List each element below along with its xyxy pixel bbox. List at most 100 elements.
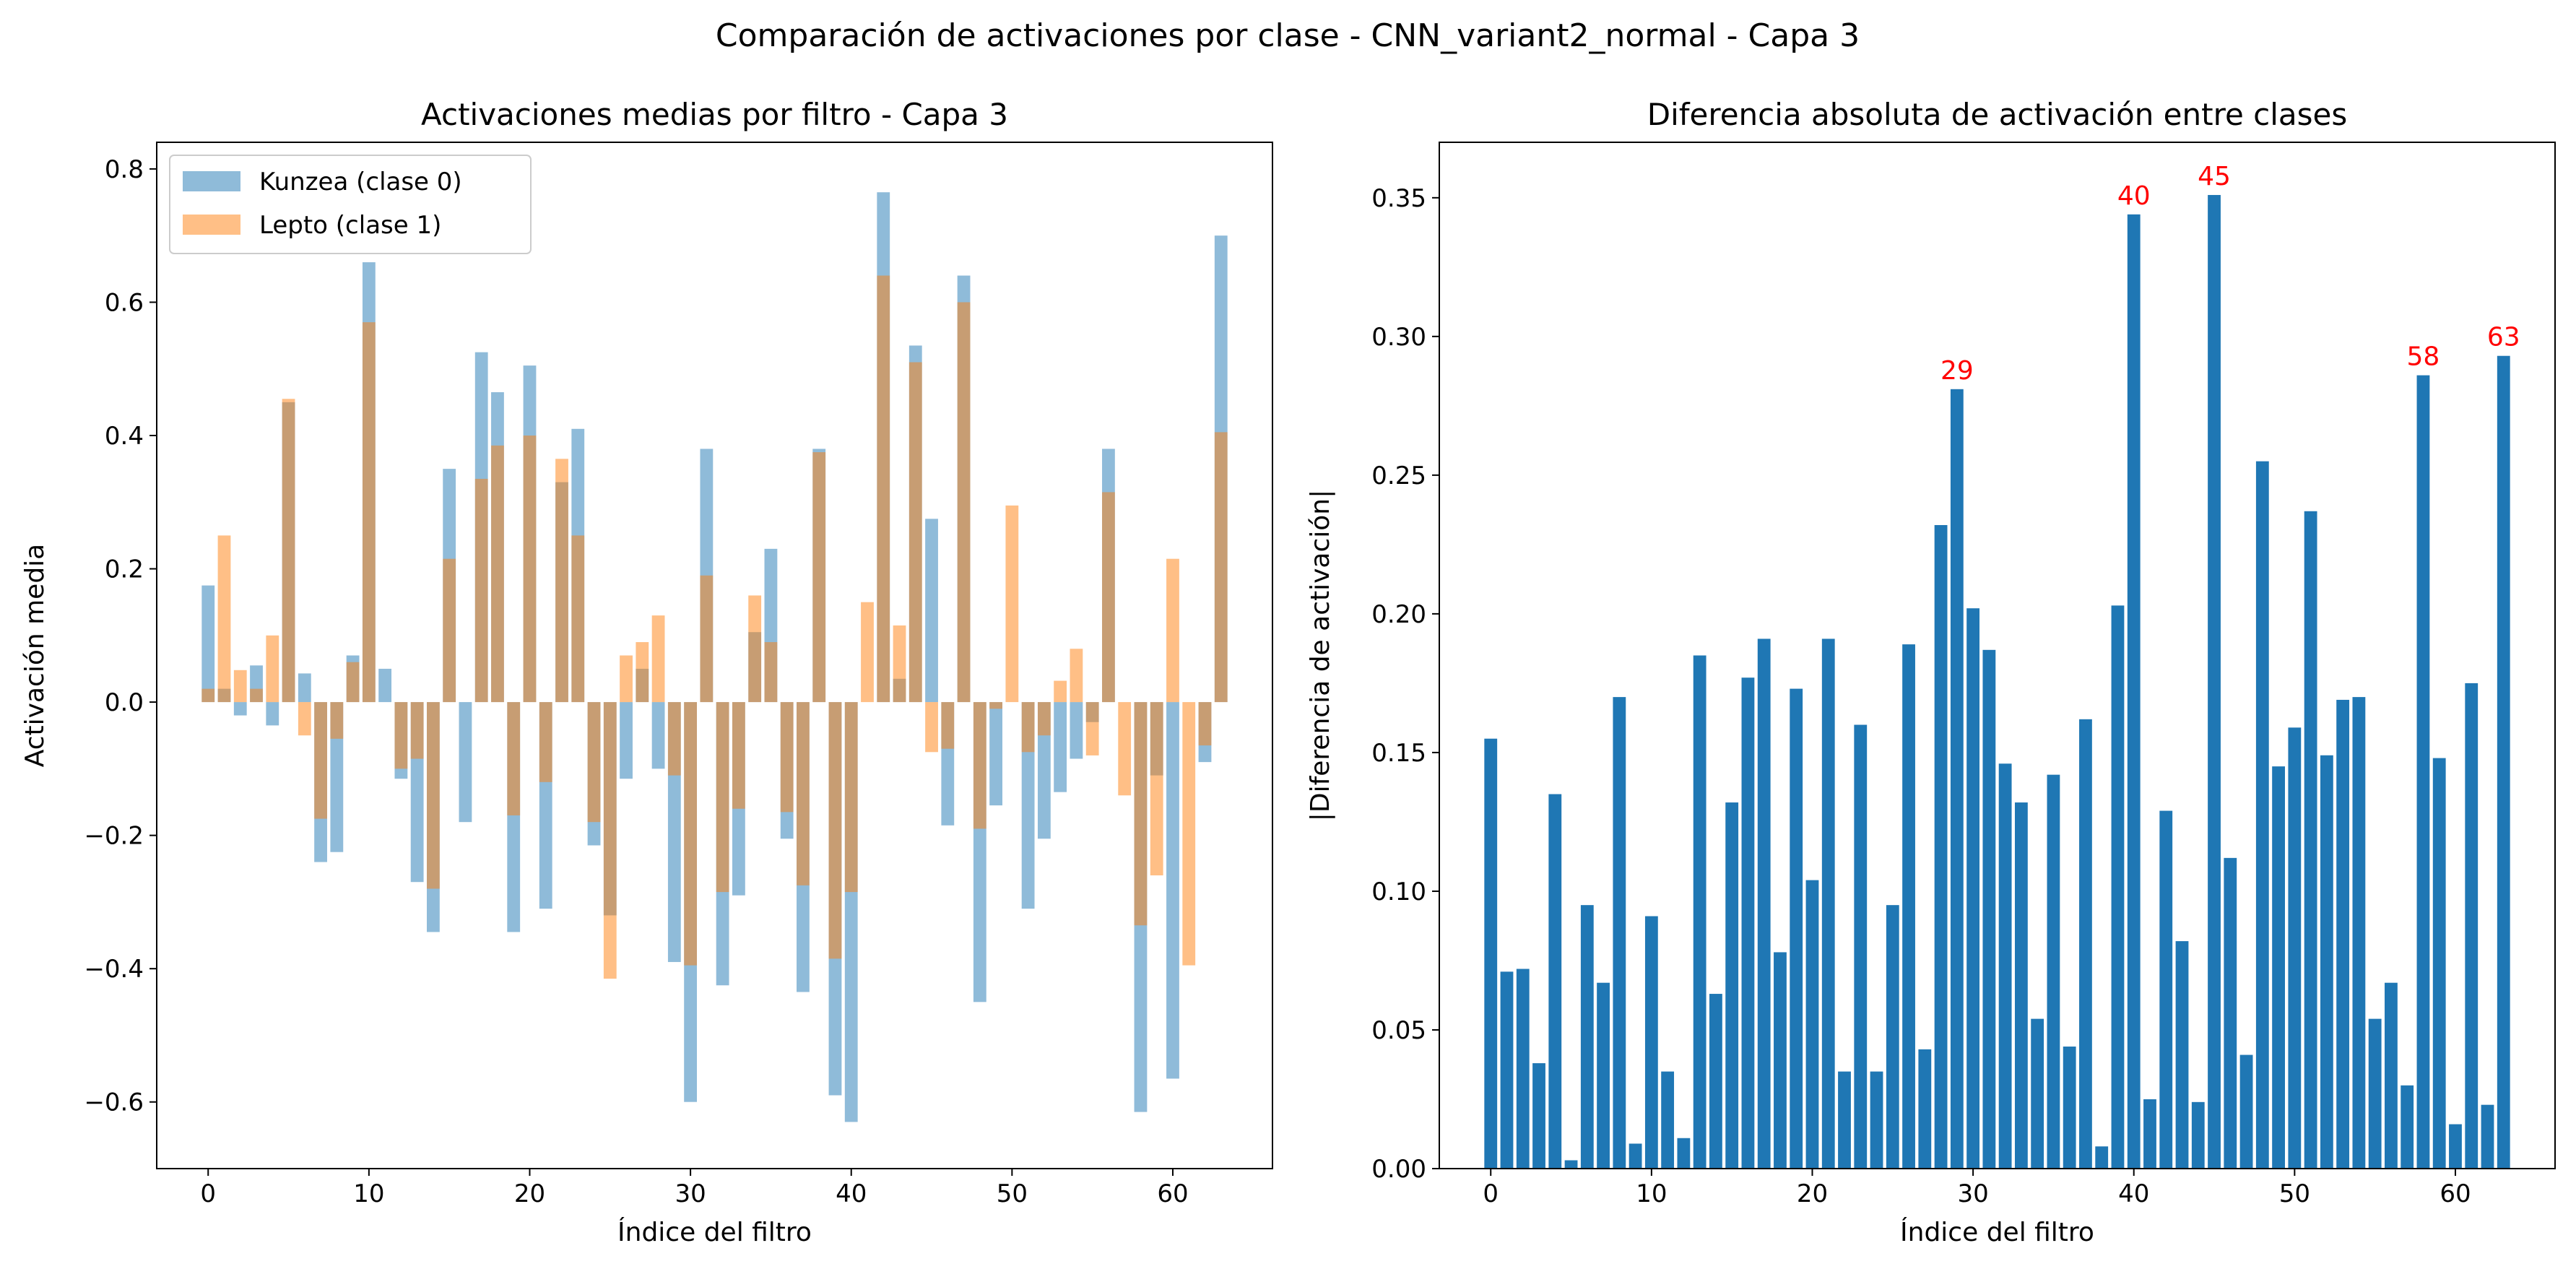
bar [1886,905,1899,1169]
bar-annotation: 63 [2487,323,2520,352]
bar [1741,677,1755,1169]
bar [1629,1143,1642,1169]
bar [700,575,714,703]
bar [1037,702,1051,839]
bar [2288,727,2302,1169]
bar [314,702,327,819]
legend-swatch [183,215,240,235]
bar [1934,524,1948,1169]
bar [555,459,568,703]
bar [893,625,906,703]
x-tick-label: 50 [2279,1179,2310,1208]
bar [217,535,231,703]
bar [1214,432,1228,703]
x-tick-label: 20 [1797,1179,1828,1208]
bar [2368,1018,2382,1169]
bar [1838,1071,1851,1169]
x-tick-label: 60 [1157,1179,1188,1208]
bar [233,702,247,716]
bar [1102,492,1115,703]
bar [797,702,810,885]
x-tick-label: 40 [836,1179,867,1208]
bar [266,702,279,726]
legend-frame [169,155,532,254]
bar [651,615,665,703]
bar [474,478,488,703]
bar [667,702,681,776]
bar [2239,1054,2253,1169]
bar [925,519,938,703]
bar [1998,763,2012,1169]
bar [507,702,521,815]
x-axis-label: Índice del filtro [1900,1217,2094,1247]
bar [684,702,698,966]
y-tick-label: 0.25 [1371,462,1426,490]
x-tick-label: 20 [514,1179,545,1208]
bar [266,635,279,703]
bar [2175,941,2189,1169]
y-tick-label: 0.05 [1371,1016,1426,1045]
bar [1548,794,1562,1169]
bar [2079,719,2092,1169]
axes-frame [156,142,1273,1169]
bar [459,702,472,823]
bar [1021,702,1035,753]
x-tick-label: 10 [353,1179,384,1208]
legend-label: Lepto (clase 1) [259,211,441,240]
bar [828,702,842,959]
difference-panel: 29 40 45 58 63 0 10 20 30 40 50 60 0.00 0.05 0.10 0.15 0… [1306,97,2556,1247]
axes-title: Diferencia absoluta de activación entre … [1647,97,2348,132]
bar [2304,511,2317,1169]
bar [201,688,215,703]
bar [2047,774,2060,1169]
bar [2465,683,2479,1169]
bar [2255,461,2269,1169]
figure-suptitle: Comparación de activaciones por clase - … [716,17,1860,54]
x-tick-label: 30 [1957,1179,1988,1208]
bar [941,702,955,749]
bar [330,702,344,852]
bar [1661,1071,1675,1169]
bar [1166,558,1179,703]
bar [1070,702,1083,759]
bar [925,702,938,753]
bar [812,452,826,703]
bar [1613,697,1626,1169]
bar [1918,1049,1932,1169]
bar [2014,802,2028,1169]
y-axis-label: |Diferencia de activación| [1306,490,1335,822]
y-tick-label: 0.15 [1371,739,1426,768]
y-tick-label: −0.2 [84,822,144,851]
bar [1484,738,1498,1169]
bars [1484,194,2510,1169]
bar [1054,702,1067,792]
bar [2320,755,2333,1169]
bar [1677,1138,1691,1169]
y-tick-label: 0.30 [1371,323,1426,352]
y-tick-label: −0.6 [84,1088,144,1117]
bar [1198,702,1212,746]
bar [1805,880,1819,1169]
x-tick-label: 60 [2440,1179,2471,1208]
bar [1564,1160,1578,1169]
bar [2272,766,2285,1169]
bar [2401,1085,2414,1169]
x-tick-label: 40 [2118,1179,2149,1208]
legend-swatch [183,171,240,191]
bar [410,702,424,759]
bar [427,702,440,889]
legend-label: Kunzea (clase 0) [259,168,462,196]
bar [1725,802,1739,1169]
bar [2481,1104,2494,1169]
y-tick-label: 0.10 [1371,878,1426,906]
bar [861,602,874,703]
activations-panel: 0 10 20 30 40 50 60 −0.6 −0.4 −0.2 0.0 0.2 0.4 0.6 0.8… [20,97,1273,1247]
bar [716,702,729,893]
bar [957,302,971,703]
bar [2063,1047,2076,1169]
y-tick-label: 0.8 [105,155,144,184]
bar [2143,1099,2156,1169]
bar [973,702,986,829]
bar [908,362,922,703]
